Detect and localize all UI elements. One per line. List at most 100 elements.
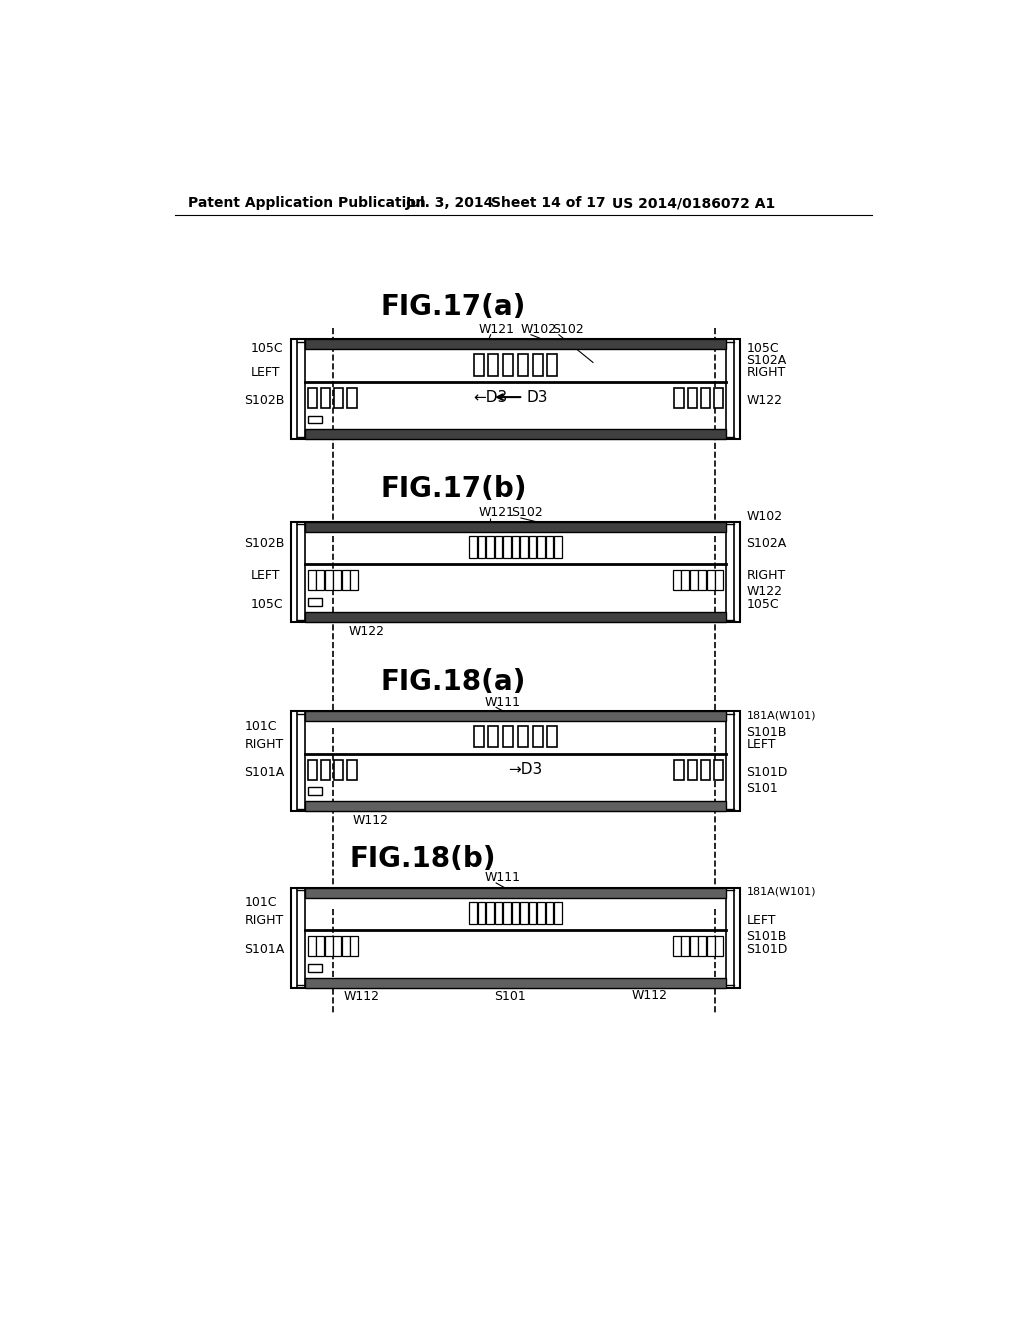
Text: W102: W102 <box>746 510 782 523</box>
Bar <box>518 726 528 747</box>
Bar <box>334 388 343 408</box>
Bar <box>305 339 726 350</box>
Bar <box>305 521 726 532</box>
Bar <box>538 536 545 558</box>
Bar <box>512 536 519 558</box>
Text: 181A(W101): 181A(W101) <box>746 887 816 896</box>
Text: RIGHT: RIGHT <box>746 366 785 379</box>
Text: 105C: 105C <box>746 342 779 355</box>
Text: S101D: S101D <box>746 767 787 779</box>
Bar <box>546 903 554 924</box>
Bar <box>305 978 726 987</box>
Bar <box>546 536 554 558</box>
Text: FIG.17(a): FIG.17(a) <box>381 293 526 321</box>
Bar <box>681 936 689 956</box>
Text: D3: D3 <box>526 389 548 405</box>
Bar <box>675 388 684 408</box>
Bar <box>305 612 726 622</box>
Text: US 2014/0186072 A1: US 2014/0186072 A1 <box>611 197 775 210</box>
Text: S101D: S101D <box>746 942 787 956</box>
Bar <box>316 936 324 956</box>
Bar <box>477 536 485 558</box>
Bar <box>321 760 331 780</box>
Bar <box>291 711 740 812</box>
Text: S102B: S102B <box>245 537 285 550</box>
Text: LEFT: LEFT <box>746 915 776 927</box>
Bar <box>518 354 528 376</box>
Bar <box>291 887 740 987</box>
Bar <box>681 570 689 590</box>
Bar <box>532 354 543 376</box>
Bar <box>528 903 537 924</box>
Text: S101A: S101A <box>245 942 285 956</box>
Text: S102A: S102A <box>746 537 786 550</box>
Bar <box>308 598 322 606</box>
Bar <box>347 760 356 780</box>
Bar <box>698 570 707 590</box>
Bar <box>469 536 477 558</box>
Text: S101B: S101B <box>746 929 786 942</box>
Bar <box>308 388 317 408</box>
Bar <box>305 801 726 812</box>
Bar <box>714 760 723 780</box>
Text: LEFT: LEFT <box>251 366 280 379</box>
Text: RIGHT: RIGHT <box>245 738 284 751</box>
Bar <box>673 570 681 590</box>
Bar <box>334 936 341 956</box>
Bar <box>675 760 684 780</box>
Text: ←D3: ←D3 <box>473 389 507 405</box>
Text: W112: W112 <box>632 989 668 1002</box>
Text: W121: W121 <box>478 323 514 335</box>
Bar <box>503 536 511 558</box>
Text: 105C: 105C <box>746 598 779 611</box>
Text: RIGHT: RIGHT <box>245 915 284 927</box>
Bar <box>486 903 494 924</box>
Text: FIG.18(a): FIG.18(a) <box>381 668 526 696</box>
Text: W112: W112 <box>352 814 389 828</box>
Bar <box>532 726 543 747</box>
Bar <box>308 760 317 780</box>
Bar <box>342 936 349 956</box>
Bar <box>308 964 322 972</box>
Bar <box>342 570 349 590</box>
Bar <box>503 354 513 376</box>
Bar <box>325 570 333 590</box>
Text: W102: W102 <box>520 323 556 335</box>
Text: 105C: 105C <box>251 598 283 611</box>
Bar <box>714 388 723 408</box>
Bar <box>673 936 681 956</box>
Bar <box>291 521 740 622</box>
Text: S101A: S101A <box>245 767 285 779</box>
Text: 105C: 105C <box>251 342 283 355</box>
Bar <box>308 936 315 956</box>
Bar <box>512 903 519 924</box>
Bar <box>469 903 477 924</box>
Bar <box>334 570 341 590</box>
Text: W122: W122 <box>746 585 782 598</box>
Bar <box>538 903 545 924</box>
Bar <box>486 536 494 558</box>
Bar <box>347 388 356 408</box>
Bar <box>488 726 499 747</box>
Bar <box>690 570 697 590</box>
Text: 101C: 101C <box>245 721 276 733</box>
Bar <box>308 788 322 795</box>
Bar <box>503 726 513 747</box>
Bar <box>495 536 503 558</box>
Bar <box>291 339 740 440</box>
Bar <box>554 903 562 924</box>
Text: S102B: S102B <box>245 395 285 408</box>
Bar <box>528 536 537 558</box>
Bar <box>474 726 483 747</box>
Text: S101: S101 <box>494 990 525 1003</box>
Bar <box>305 429 726 440</box>
Text: S101: S101 <box>746 781 778 795</box>
Text: Patent Application Publication: Patent Application Publication <box>188 197 426 210</box>
Bar <box>520 903 528 924</box>
Bar <box>474 354 483 376</box>
Text: W111: W111 <box>484 696 520 709</box>
Text: S102: S102 <box>552 323 584 335</box>
Bar <box>547 354 557 376</box>
Bar <box>700 388 710 408</box>
Text: FIG.17(b): FIG.17(b) <box>380 475 526 503</box>
